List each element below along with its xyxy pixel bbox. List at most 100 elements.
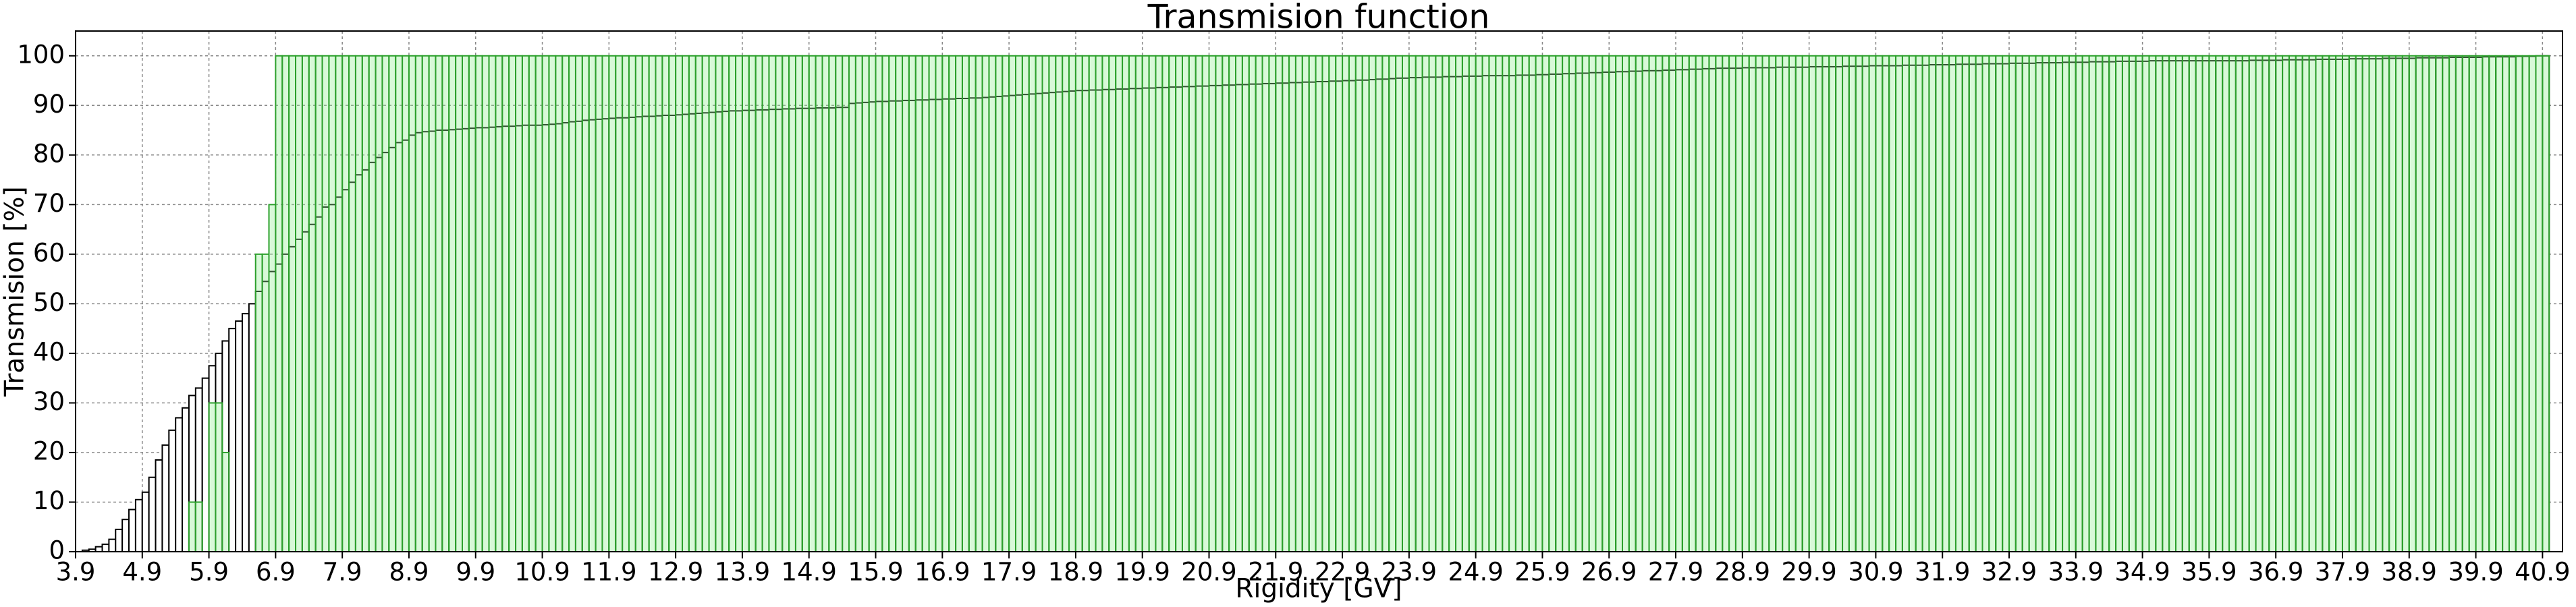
bar — [2341, 55, 2350, 552]
bar — [801, 55, 810, 552]
x-tick-label: 36.9 — [2248, 558, 2303, 587]
bar — [701, 55, 710, 552]
bar — [2188, 55, 2197, 552]
bar — [1248, 55, 1257, 552]
bar — [1581, 55, 1590, 552]
bar — [2455, 55, 2463, 552]
bar — [1875, 55, 1884, 552]
bar — [1888, 55, 1897, 552]
bar — [1368, 55, 1377, 552]
bar — [601, 55, 610, 552]
bar — [688, 55, 696, 552]
bar — [581, 55, 590, 552]
bar — [1728, 55, 1736, 552]
bar — [868, 55, 877, 552]
bar — [1074, 55, 1083, 552]
bar — [1528, 55, 1537, 552]
bar — [281, 55, 290, 552]
bar — [1655, 55, 1664, 552]
bar — [2081, 55, 2090, 552]
bar — [1915, 55, 1923, 552]
bar — [1622, 55, 1630, 552]
bar — [595, 55, 603, 552]
bar — [1828, 55, 1837, 552]
bar — [2262, 55, 2270, 552]
bar — [1288, 55, 1296, 552]
bar — [655, 55, 663, 552]
bar — [1268, 55, 1277, 552]
x-axis-label: Rigidity [GV] — [1235, 574, 1402, 604]
bar — [275, 55, 283, 552]
x-tick-label: 9.9 — [456, 558, 495, 587]
bar — [1488, 55, 1497, 552]
bar — [1361, 55, 1370, 552]
x-tick-label: 31.9 — [1915, 558, 1970, 587]
bar — [2435, 55, 2444, 552]
bar — [1315, 55, 1323, 552]
x-tick-label: 4.9 — [122, 558, 162, 587]
bar — [121, 519, 130, 553]
bar — [182, 407, 190, 552]
bar — [1261, 55, 1270, 552]
bar — [1014, 55, 1023, 552]
bar — [261, 253, 270, 552]
bar — [1134, 55, 1143, 552]
bar — [668, 55, 677, 552]
bar — [2168, 55, 2176, 552]
bar — [1108, 55, 1117, 552]
bar — [2095, 55, 2104, 552]
bar — [1088, 55, 1097, 552]
bar — [2041, 55, 2050, 552]
bar — [2408, 55, 2417, 552]
bar — [2508, 55, 2517, 552]
bar — [735, 55, 743, 552]
bar — [235, 320, 243, 552]
bar — [1008, 55, 1016, 552]
bar — [641, 55, 650, 552]
bar — [2015, 55, 2023, 552]
bar — [241, 313, 250, 552]
bar — [314, 55, 323, 552]
bar — [1734, 55, 1743, 552]
bar — [2335, 55, 2343, 552]
bar — [2201, 55, 2210, 552]
bar — [1195, 55, 1203, 552]
bar — [168, 429, 177, 552]
bar — [501, 55, 510, 552]
bar — [161, 444, 170, 553]
bar — [428, 55, 437, 552]
bar — [528, 55, 537, 552]
bar — [268, 204, 277, 553]
bar — [648, 55, 657, 552]
bar — [788, 55, 796, 552]
bar — [1675, 55, 1683, 552]
x-tick-label: 38.9 — [2382, 558, 2437, 587]
bar — [288, 55, 297, 552]
bar — [1541, 55, 1550, 552]
bar — [782, 55, 790, 552]
bar — [94, 546, 103, 553]
bar — [1461, 55, 1470, 552]
bar — [1421, 55, 1430, 552]
x-tick-label: 40.9 — [2515, 558, 2570, 587]
bar — [661, 55, 670, 552]
bar — [2535, 55, 2544, 552]
bar — [1442, 55, 1450, 552]
bar — [2461, 55, 2470, 552]
bar — [1041, 55, 1050, 552]
bar — [1981, 55, 1990, 552]
bar — [1048, 55, 1057, 552]
bar — [1588, 55, 1597, 552]
bar — [1741, 55, 1750, 552]
bar — [682, 55, 690, 552]
bar — [1548, 55, 1557, 552]
y-tick-label: 40 — [33, 337, 65, 366]
bar — [1635, 55, 1643, 552]
bar — [2155, 55, 2164, 552]
x-tick-label: 30.9 — [1848, 558, 1903, 587]
bar — [908, 55, 916, 552]
bar — [194, 501, 203, 553]
bar — [201, 377, 210, 553]
y-tick-label: 90 — [33, 90, 65, 119]
bar — [728, 55, 737, 552]
